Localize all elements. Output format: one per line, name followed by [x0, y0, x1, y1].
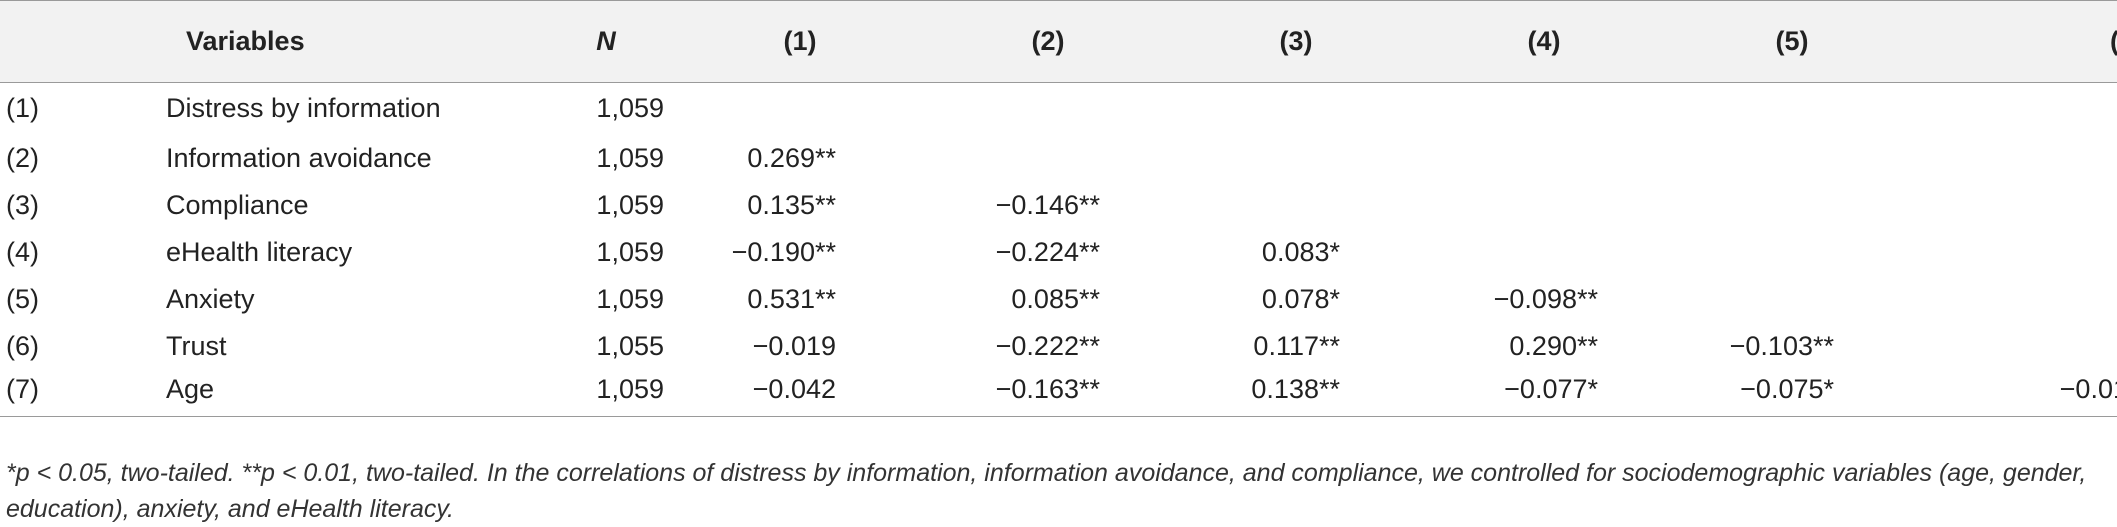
row-index: (1): [6, 93, 39, 124]
cell-col-4: [1420, 229, 1668, 276]
cell-col-4: 0.290**: [1509, 330, 1598, 361]
cell-col-5: [1668, 182, 1916, 229]
cell-col-2: [924, 135, 1172, 182]
cell-col-5: [1668, 229, 1916, 276]
row-n: 1,059: [596, 236, 664, 267]
table-row: (4) eHealth literacy 1,059 −0.190** −0.2…: [0, 229, 2117, 276]
cell-col-1: 0.269**: [747, 142, 836, 173]
header-col-4: (4): [1420, 0, 1668, 83]
header-col-5: (5): [1668, 0, 1916, 83]
header-col-3: (3): [1172, 0, 1420, 83]
row-index: (3): [6, 189, 39, 220]
cell-col-2: −0.146**: [995, 189, 1100, 220]
cell-col-2: −0.222**: [995, 330, 1100, 361]
row-variable: Information avoidance: [166, 142, 432, 173]
header-row: Variables N (1) (2) (3) (4) (5) (6): [0, 0, 2117, 83]
cell-col-1: 0.135**: [747, 189, 836, 220]
row-variable: Compliance: [166, 189, 309, 220]
cell-col-3: [1172, 83, 1420, 135]
table-row: (7) Age 1,059 −0.042 −0.163** 0.138** −0…: [0, 369, 2117, 417]
header-col-2: (2): [924, 0, 1172, 83]
cell-col-3: 0.138**: [1172, 369, 1420, 417]
row-n: 1,059: [596, 142, 664, 173]
cell-col-2: −0.163**: [924, 369, 1172, 417]
cell-col-6: [1916, 135, 2117, 182]
correlation-table-container: Variables N (1) (2) (3) (4) (5) (6) (1) …: [0, 0, 2117, 417]
cell-col-3: 0.078*: [1261, 283, 1340, 314]
cell-col-3: 0.117**: [1253, 330, 1340, 361]
cell-col-6: [1916, 83, 2117, 135]
row-n: 1,059: [596, 189, 664, 220]
cell-col-5: [1668, 135, 1916, 182]
cell-col-5: −0.075*: [1668, 369, 1916, 417]
row-index: (2): [6, 142, 39, 173]
row-n: 1,059: [536, 369, 676, 417]
row-index: (5): [6, 283, 39, 314]
cell-col-3: [1172, 135, 1420, 182]
header-col-6: (6): [1916, 0, 2117, 83]
cell-col-4: −0.098**: [1493, 283, 1598, 314]
header-col-1: (1): [676, 0, 924, 83]
cell-col-6: [1916, 182, 2117, 229]
row-variable: Distress by information: [166, 93, 441, 124]
row-index: (6): [6, 330, 39, 361]
cell-col-5: −0.103**: [1729, 330, 1834, 361]
cell-col-4: [1420, 135, 1668, 182]
header-index: [0, 0, 166, 83]
cell-col-3: 0.083*: [1261, 236, 1340, 267]
row-index: (4): [6, 236, 39, 267]
cell-col-4: [1420, 83, 1668, 135]
row-variable: Trust: [166, 330, 227, 361]
row-n: 1,055: [596, 330, 664, 361]
cell-col-1: [676, 83, 924, 135]
cell-col-2: [924, 83, 1172, 135]
row-variable: Age: [166, 369, 536, 417]
cell-col-2: −0.224**: [995, 236, 1100, 267]
cell-col-4: −0.077*: [1420, 369, 1668, 417]
cell-col-2: 0.085**: [1011, 283, 1100, 314]
header-variables: Variables: [166, 0, 536, 83]
correlation-table: Variables N (1) (2) (3) (4) (5) (6) (1) …: [0, 0, 2117, 417]
cell-col-1: −0.019: [752, 330, 836, 361]
cell-col-6: [1916, 276, 2117, 323]
table-row: (2) Information avoidance 1,059 0.269**: [0, 135, 2117, 182]
table-row: (1) Distress by information 1,059: [0, 83, 2117, 135]
cell-col-6: [1916, 229, 2117, 276]
cell-col-5: [1668, 83, 1916, 135]
row-n: 1,059: [596, 283, 664, 314]
cell-col-1: 0.531**: [747, 283, 836, 314]
cell-col-6: [1916, 323, 2117, 370]
row-variable: eHealth literacy: [166, 236, 353, 267]
cell-col-6: −0.015: [1916, 369, 2117, 417]
table-row: (5) Anxiety 1,059 0.531** 0.085** 0.078*…: [0, 276, 2117, 323]
cell-col-1: −0.042: [676, 369, 924, 417]
table-footnote: *p < 0.05, two-tailed. **p < 0.01, two-t…: [6, 459, 2087, 523]
table-row: (3) Compliance 1,059 0.135** −0.146**: [0, 182, 2117, 229]
table-body: (1) Distress by information 1,059 (2) In…: [0, 83, 2117, 417]
row-index: (7): [0, 369, 166, 417]
header-n: N: [536, 0, 676, 83]
cell-col-4: [1420, 182, 1668, 229]
row-variable: Anxiety: [166, 283, 255, 314]
table-row: (6) Trust 1,055 −0.019 −0.222** 0.117** …: [0, 323, 2117, 370]
cell-col-3: [1172, 182, 1420, 229]
cell-col-5: [1668, 276, 1916, 323]
table-header: Variables N (1) (2) (3) (4) (5) (6): [0, 0, 2117, 83]
cell-col-1: −0.190**: [731, 236, 836, 267]
row-n: 1,059: [596, 93, 664, 124]
